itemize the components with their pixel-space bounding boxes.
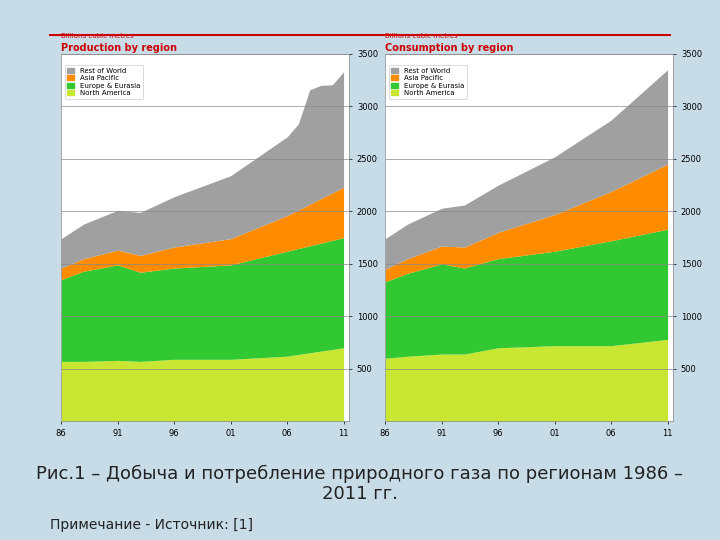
- Legend: Rest of World, Asia Pacific, Europe & Eurasia, North America: Rest of World, Asia Pacific, Europe & Eu…: [389, 65, 467, 99]
- Text: Consumption by region: Consumption by region: [385, 43, 513, 53]
- Text: Production by region: Production by region: [61, 43, 177, 53]
- Text: Billions cubic metres: Billions cubic metres: [385, 33, 458, 39]
- Legend: Rest of World, Asia Pacific, Europe & Eurasia, North America: Rest of World, Asia Pacific, Europe & Eu…: [65, 65, 143, 99]
- Text: Billions cubic metres: Billions cubic metres: [61, 33, 134, 39]
- Text: Рис.1 – Добыча и потребление природного газа по регионам 1986 –
2011 гг.: Рис.1 – Добыча и потребление природного …: [37, 464, 683, 503]
- Text: Примечание - Источник: [1]: Примечание - Источник: [1]: [50, 518, 253, 532]
